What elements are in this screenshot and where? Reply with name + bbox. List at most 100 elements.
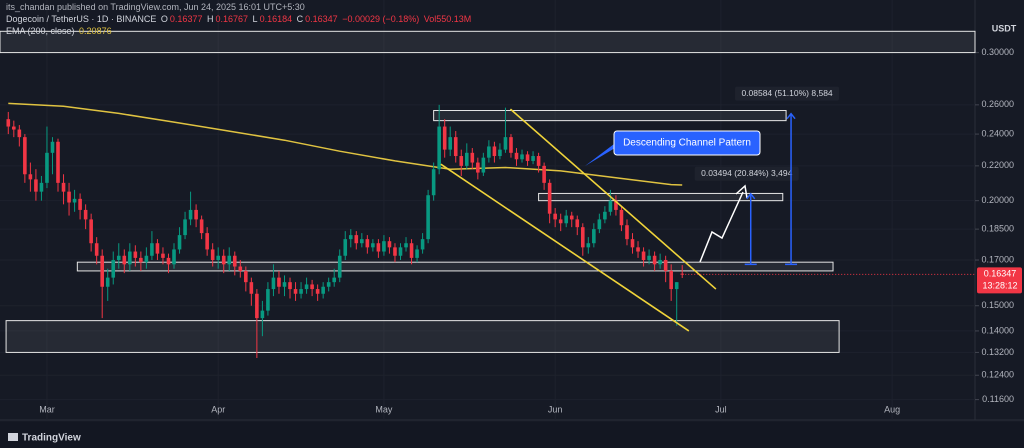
candle-body [431,169,436,196]
candle-body [636,247,640,252]
candle-body [50,141,55,153]
candle-body [365,239,370,248]
measure-label: 0.08584 (51.10%) 8,584 [741,88,832,98]
last-price-label: 0.16347 [984,269,1017,279]
candle-body [525,154,530,161]
candle-body [487,146,491,158]
y-tick-label: 0.12400 [981,370,1014,380]
candle-body [72,198,77,203]
candle-body [619,209,624,226]
candle-body [376,243,381,252]
channel-line [440,163,690,332]
candle-body [94,243,99,256]
candle-body [553,213,557,220]
candle-body [509,137,513,153]
candle-body [100,255,104,287]
candle-body [321,286,325,294]
currency-label: USDT [992,23,1017,33]
candle-body [492,146,497,157]
candle-body [426,195,430,240]
countdown-label: 13:28:12 [982,281,1017,291]
x-tick-label: Jul [715,404,727,414]
candle-body [244,270,248,283]
measure-arrowhead [746,192,756,200]
y-tick-label: 0.14000 [981,325,1014,335]
candle-body [105,277,110,287]
candle-body [409,243,414,258]
candle-body [238,266,243,271]
candle-body [116,255,121,261]
candle-body [498,149,502,157]
candle-body [580,227,585,248]
candle-body [227,255,232,265]
ohlc-value: 0.16347 [305,14,338,24]
projection-path [699,191,744,263]
change: −0.00029 (−0.18%) [342,14,420,24]
candle-body [337,255,342,278]
candle-body [172,249,176,265]
candle-body [282,282,287,287]
candle-body [536,156,541,166]
y-tick-label: 0.20000 [981,195,1014,205]
candle-body [531,156,535,161]
candle-body [393,247,397,256]
candle-body [371,243,375,248]
candle-body [674,282,679,290]
candle-body [348,235,353,240]
y-tick-label: 0.13200 [981,347,1014,357]
x-tick-label: Aug [884,404,900,414]
candle-body [150,243,154,256]
candle-body [326,282,331,287]
plot-layer [0,30,979,401]
measure-label-box [735,86,840,101]
candle-body [28,174,33,180]
candle-body [56,141,60,183]
ohlc-label: O [160,14,168,24]
price-zone [5,320,840,353]
candle-body [111,260,116,278]
y-tick-label: 0.11600 [982,394,1014,404]
candle-body [89,219,93,244]
candle-body [669,270,673,290]
candle-body [453,137,458,157]
candle-body [558,219,563,224]
candle-body [514,152,519,160]
candle-body [625,225,629,240]
candle-body [437,126,441,170]
measure-arrowhead [786,112,796,120]
candle-body [205,233,209,250]
candle-body [83,209,88,220]
price-zone [433,110,787,122]
y-tick-label: 0.22000 [981,160,1014,170]
logo-mark [8,433,18,441]
y-tick-label: 0.30000 [981,47,1014,57]
candle-body [166,257,171,265]
candle-body [332,277,337,283]
price-zone [76,261,834,272]
candle-body [575,219,580,228]
candle-body [459,156,464,166]
candle-body [315,289,320,294]
ohlc-label: L [252,14,258,24]
candle-body [188,209,193,220]
symbol-legend: Dogecoin / TetherUS · 1D · BINANCE O 0.16… [6,14,473,24]
ema-legend: EMA (200, close) 0.20876 [6,26,114,36]
candle-body [658,260,662,265]
candle-body [476,162,480,173]
y-tick-label: 0.26000 [981,99,1014,109]
candle-body [183,219,187,236]
candle-body [199,219,204,234]
candle-body [663,260,668,271]
candle-body [216,255,221,261]
candle-body [271,277,276,290]
candle-body [23,137,27,175]
measure-label: 0.03494 (20.84%) 3,494 [701,168,792,178]
candle-body [608,200,613,212]
candle-body [144,255,149,263]
volume: Vol550.13M [423,14,472,24]
callout-pointer [585,141,618,166]
candle-body [382,241,386,252]
